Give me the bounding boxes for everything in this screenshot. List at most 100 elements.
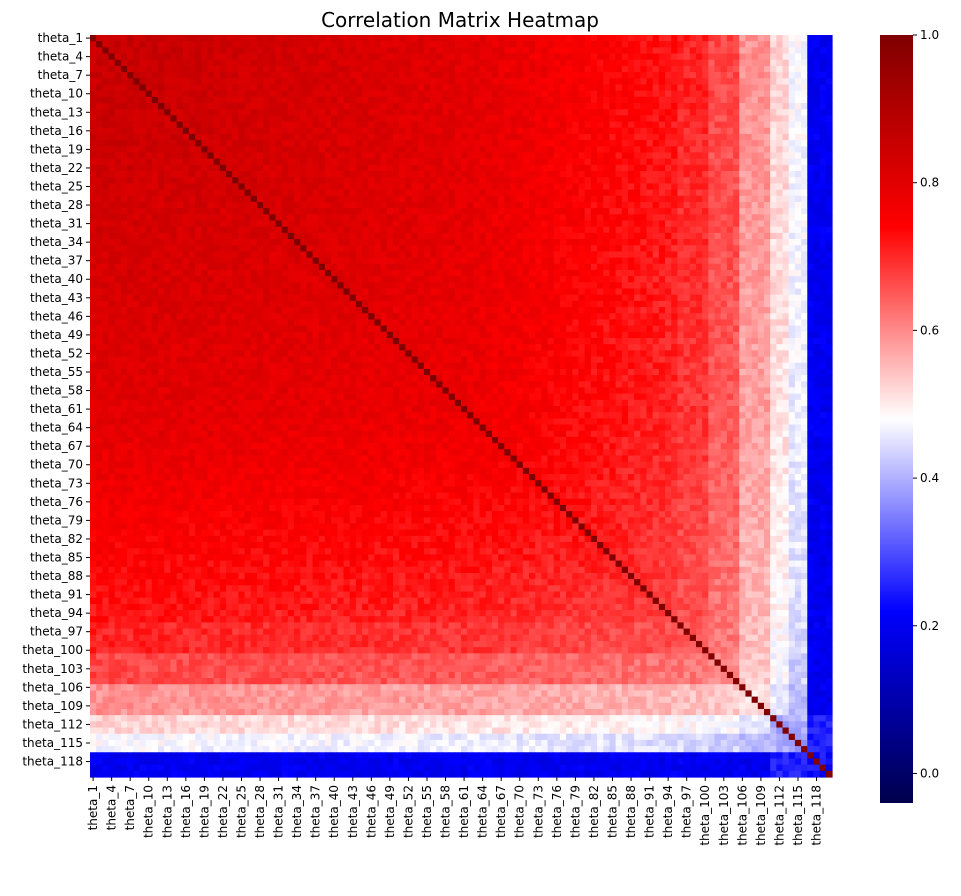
heatmap-cell xyxy=(733,263,740,271)
heatmap-cell xyxy=(263,183,270,191)
heatmap-cell xyxy=(355,220,363,228)
heatmap-cell xyxy=(188,47,196,55)
heatmap-cell xyxy=(275,35,283,42)
heatmap-cell xyxy=(399,226,406,234)
heatmap-cell xyxy=(516,263,524,271)
heatmap-cell xyxy=(256,115,264,123)
heatmap-cell xyxy=(102,115,110,123)
heatmap-cell xyxy=(256,109,264,116)
heatmap-cell xyxy=(708,65,716,73)
heatmap-cell xyxy=(158,96,165,104)
heatmap-cell xyxy=(331,53,338,61)
heatmap-cell xyxy=(597,263,604,271)
heatmap-cell xyxy=(498,201,505,209)
heatmap-cell xyxy=(776,65,784,73)
heatmap-cell xyxy=(244,177,252,184)
heatmap-cell xyxy=(510,251,518,259)
heatmap-cell xyxy=(720,282,728,290)
heatmap-cell xyxy=(102,53,110,61)
heatmap-cell xyxy=(615,257,623,265)
heatmap-cell xyxy=(535,140,542,147)
heatmap-cell xyxy=(269,65,277,73)
heatmap-cell xyxy=(442,195,450,203)
heatmap-cell xyxy=(714,183,722,191)
heatmap-cell xyxy=(244,47,252,55)
heatmap-cell xyxy=(405,269,413,277)
heatmap-cell xyxy=(751,59,759,67)
heatmap-cell xyxy=(745,282,753,290)
heatmap-cell xyxy=(751,232,759,240)
heatmap-cell xyxy=(411,115,419,123)
heatmap-cell xyxy=(331,232,338,240)
heatmap-cell xyxy=(368,152,376,160)
heatmap-cell xyxy=(207,109,215,116)
heatmap-cell xyxy=(405,251,413,259)
heatmap-cell xyxy=(232,183,239,191)
heatmap-cell xyxy=(145,47,153,55)
heatmap-cell xyxy=(349,47,357,55)
heatmap-cell xyxy=(504,146,512,154)
heatmap-cell xyxy=(145,121,153,129)
heatmap-cell xyxy=(164,164,171,172)
heatmap-cell xyxy=(423,201,431,209)
heatmap-cell xyxy=(757,127,765,135)
heatmap-cell xyxy=(436,158,444,166)
heatmap-cell xyxy=(485,189,493,197)
heatmap-cell xyxy=(541,158,549,166)
heatmap-cell xyxy=(102,72,110,79)
heatmap-cell xyxy=(368,84,376,92)
heatmap-cell xyxy=(139,41,147,48)
heatmap-cell xyxy=(739,251,747,259)
heatmap-cell xyxy=(683,195,691,203)
heatmap-cell xyxy=(516,189,524,197)
heatmap-cell xyxy=(368,109,376,116)
heatmap-cell xyxy=(627,282,635,290)
heatmap-cell xyxy=(559,103,567,110)
heatmap-cell xyxy=(627,245,635,253)
heatmap-cell xyxy=(120,288,128,296)
heatmap-cell xyxy=(733,276,740,283)
heatmap-cell xyxy=(90,109,97,116)
heatmap-cell xyxy=(491,47,499,55)
heatmap-cell xyxy=(287,282,295,290)
heatmap-cell xyxy=(621,109,629,116)
heatmap-cell xyxy=(331,251,338,259)
heatmap-cell xyxy=(164,232,171,240)
heatmap-cell xyxy=(590,78,598,86)
heatmap-cell xyxy=(733,47,740,55)
heatmap-cell xyxy=(615,103,623,110)
heatmap-cell xyxy=(201,127,209,135)
heatmap-cell xyxy=(374,53,382,61)
heatmap-cell xyxy=(337,232,345,240)
heatmap-cell xyxy=(491,59,499,67)
heatmap-cell xyxy=(195,226,202,234)
heatmap-cell xyxy=(504,171,512,178)
heatmap-cell xyxy=(176,239,184,246)
heatmap-cell xyxy=(182,146,190,154)
heatmap-cell xyxy=(597,239,604,246)
heatmap-cell xyxy=(491,103,499,110)
heatmap-cell xyxy=(368,72,376,79)
heatmap-cell xyxy=(553,239,561,246)
heatmap-cell xyxy=(380,276,388,283)
heatmap-cell xyxy=(207,195,215,203)
heatmap-cell xyxy=(708,171,716,178)
heatmap-cell xyxy=(164,276,171,283)
heatmap-cell xyxy=(535,232,542,240)
heatmap-cell xyxy=(665,158,672,166)
heatmap-cell xyxy=(485,84,493,92)
heatmap-cell xyxy=(232,189,239,197)
heatmap-cell xyxy=(516,257,524,265)
heatmap-cell xyxy=(207,226,215,234)
heatmap-cell xyxy=(695,164,703,172)
heatmap-cell xyxy=(368,276,376,283)
heatmap-cell xyxy=(399,164,406,172)
heatmap-cell xyxy=(287,65,295,73)
heatmap-cell xyxy=(355,183,363,191)
heatmap-cell xyxy=(597,257,604,265)
heatmap-cell xyxy=(702,90,709,98)
heatmap-cell xyxy=(158,177,165,184)
heatmap-cell xyxy=(362,152,369,160)
heatmap-cell xyxy=(621,239,629,246)
heatmap-cell xyxy=(461,269,468,277)
